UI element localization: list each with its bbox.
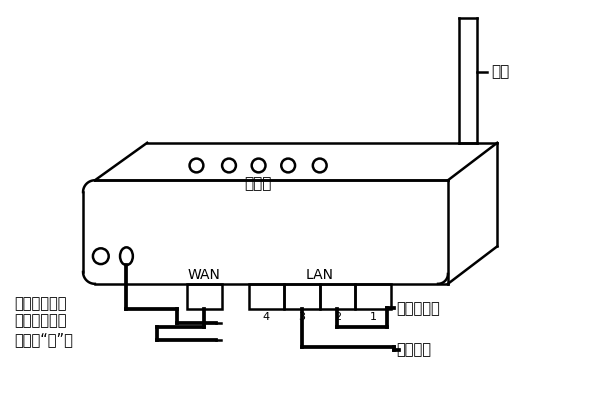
Text: 显示灯: 显示灯 [244,176,272,191]
Text: LAN: LAN [306,268,334,282]
Text: 2: 2 [334,312,341,322]
Ellipse shape [120,247,133,265]
Circle shape [281,158,295,172]
Bar [249,284,284,310]
Circle shape [313,158,326,172]
Bar [355,284,391,310]
Bar [284,284,320,310]
Text: 台式电脑: 台式电脑 [397,342,431,357]
Text: 4: 4 [263,312,270,322]
Text: WAN: WAN [188,268,221,282]
Text: 网线接入插口: 网线接入插口 [14,313,67,328]
Text: 笔记本电脑: 笔记本电脑 [397,301,440,316]
Circle shape [251,158,265,172]
Text: 天线: 天线 [491,64,509,79]
Text: 1: 1 [370,312,376,322]
Circle shape [222,158,236,172]
Text: 3: 3 [298,312,305,322]
Text: 路由器的电源: 路由器的电源 [14,296,67,311]
Text: （来自“猫”）: （来自“猫”） [14,332,73,348]
Bar [320,284,355,310]
Circle shape [93,248,109,264]
Circle shape [190,158,203,172]
Bar [187,284,222,310]
